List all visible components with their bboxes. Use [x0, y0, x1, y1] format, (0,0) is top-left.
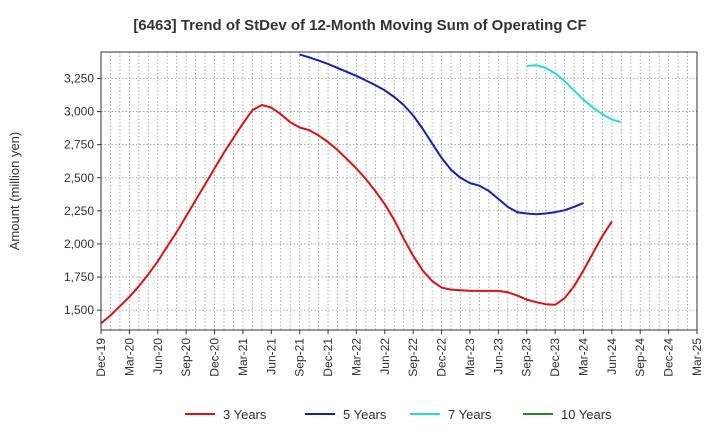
x-tick-label: Mar-20: [122, 338, 136, 376]
plot-area: [100, 51, 698, 331]
y-tick-label: 3,000: [64, 105, 94, 119]
series-group: [100, 53, 622, 325]
x-tick-label: Mar-25: [690, 338, 704, 376]
x-tick-label: Sep-21: [293, 338, 307, 377]
x-tick-label: Mar-21: [236, 338, 250, 376]
x-tick-label: Jun-20: [151, 338, 165, 375]
series-line-7-years: [526, 64, 622, 124]
legend: 3 Years 5 Years 7 Years 10 Years: [185, 407, 612, 422]
y-tick-label: 1,750: [64, 270, 94, 284]
y-tick-label: 2,000: [64, 237, 94, 251]
legend-label: 5 Years: [343, 407, 387, 422]
x-axis: Dec-19 Mar-20 Jun-20 Sep-20 Dec-20 Mar-21 Jun-…: [94, 330, 704, 377]
x-tick-label: Jun-22: [378, 338, 392, 375]
chart-title: [6463] Trend of StDev of 12-Month Moving…: [133, 17, 586, 34]
x-tick-label: Dec-21: [321, 338, 335, 377]
x-tick-label: Dec-24: [662, 338, 676, 377]
y-tick-label: 2,250: [64, 204, 94, 218]
x-tick-label: Jun-21: [264, 338, 278, 375]
x-tick-label: Mar-24: [576, 338, 590, 376]
x-tick-label: Dec-23: [548, 338, 562, 377]
x-tick-label: Sep-24: [633, 338, 647, 377]
series-line-5-years: [299, 53, 584, 216]
legend-label: 3 Years: [223, 407, 267, 422]
grid: [101, 52, 697, 330]
legend-label: 10 Years: [561, 407, 612, 422]
y-tick-label: 2,500: [64, 171, 94, 185]
x-tick-label: Sep-22: [406, 338, 420, 377]
y-axis-label: Amount (million yen): [7, 132, 22, 251]
series-line-3-years: [100, 104, 613, 325]
x-tick-label: Dec-22: [435, 338, 449, 377]
y-tick-label: 3,250: [64, 71, 94, 85]
legend-label: 7 Years: [448, 407, 492, 422]
x-tick-label: Jun-23: [491, 338, 505, 375]
x-tick-label: Sep-23: [520, 338, 534, 377]
y-axis: 1,500 1,750 2,000 2,250 2,500 2,750 3,000 3,250: [64, 71, 101, 317]
y-tick-label: 2,750: [64, 138, 94, 152]
y-tick-label: 1,500: [64, 303, 94, 317]
x-tick-label: Dec-20: [208, 338, 222, 377]
x-tick-label: Mar-22: [349, 338, 363, 376]
x-tick-label: Dec-19: [94, 338, 108, 377]
x-tick-label: Mar-23: [463, 338, 477, 376]
x-tick-label: Sep-20: [179, 338, 193, 377]
x-tick-label: Jun-24: [605, 338, 619, 375]
